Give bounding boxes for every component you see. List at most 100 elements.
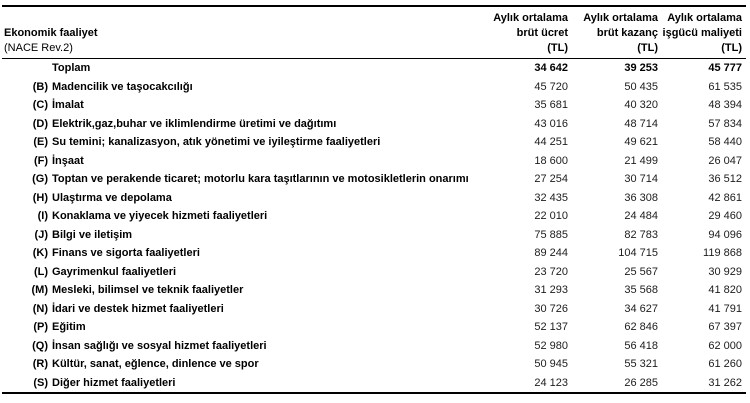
activity-code: (C) bbox=[32, 99, 48, 112]
activity-code: (S) bbox=[33, 376, 48, 389]
value-gross-wage: 45 720 bbox=[534, 80, 568, 93]
value-gross-earnings: 82 783 bbox=[624, 228, 658, 241]
activity-label: Madencilik ve taşocakcılığı bbox=[52, 80, 193, 93]
table-row: (I) Konaklama ve yiyecek hizmeti faaliyet… bbox=[2, 207, 746, 226]
activity-code: (I) bbox=[37, 210, 48, 223]
activity-cell: Toplam bbox=[2, 59, 422, 78]
activity-code: (N) bbox=[32, 302, 48, 315]
activity-cell: (D) Elektrik,gaz,buhar ve iklimlendirme ü… bbox=[2, 115, 422, 134]
activity-label: Bilgi ve iletişim bbox=[52, 228, 133, 241]
activity-code: (F) bbox=[33, 154, 48, 167]
value-labour-cost: 61 260 bbox=[708, 358, 742, 371]
table-row: (L) Gayrimenkul faaliyetleri 23 720 25 56… bbox=[2, 263, 746, 282]
value-gross-earnings: 50 435 bbox=[624, 80, 658, 93]
value-labour-cost: 41 791 bbox=[708, 302, 742, 315]
activity-code: (Q) bbox=[32, 339, 48, 352]
value-gross-wage: 27 254 bbox=[534, 173, 568, 186]
activity-cell: (S) Diğer hizmet faaliyetleri bbox=[2, 374, 422, 394]
activity-cell: (K) Finans ve sigorta faaliyetleri bbox=[2, 244, 422, 263]
value-gross-earnings: 26 285 bbox=[624, 376, 658, 389]
activity-cell: (J) Bilgi ve iletişim bbox=[2, 226, 422, 245]
value-gross-wage: 30 726 bbox=[534, 302, 568, 315]
value-labour-cost: 36 512 bbox=[708, 173, 742, 186]
header-row: Ekonomik faaliyet (NACE Rev.2) Aylık ort… bbox=[2, 6, 746, 59]
value-gross-earnings: 56 418 bbox=[624, 339, 658, 352]
value-labour-cost: 67 397 bbox=[708, 321, 742, 334]
nace-rev2-subtitle: (NACE Rev.2) bbox=[4, 42, 73, 54]
activity-label: Gayrimenkul faaliyetleri bbox=[52, 265, 177, 278]
value-gross-earnings: 48 714 bbox=[624, 117, 658, 130]
activity-code: (P) bbox=[33, 321, 48, 334]
value-gross-wage: 32 435 bbox=[534, 191, 568, 204]
table-row: (B) Madencilik ve taşocakcılığı 45 720 50… bbox=[2, 78, 746, 97]
value-gross-wage: 23 720 bbox=[534, 265, 568, 278]
activity-code: (H) bbox=[32, 191, 48, 204]
value-gross-earnings: 62 846 bbox=[624, 321, 658, 334]
labour-cost-header-line1: Aylık ortalama bbox=[667, 12, 742, 24]
activity-code: (D) bbox=[32, 117, 48, 130]
value-gross-wage: 43 016 bbox=[534, 117, 568, 130]
activity-label: İmalat bbox=[52, 99, 84, 112]
value-labour-cost: 94 096 bbox=[708, 228, 742, 241]
value-labour-cost: 45 777 bbox=[708, 62, 742, 75]
activity-cell: (B) Madencilik ve taşocakcılığı bbox=[2, 78, 422, 97]
table-header: Ekonomik faaliyet (NACE Rev.2) Aylık ort… bbox=[2, 6, 746, 59]
value-labour-cost: 57 834 bbox=[708, 117, 742, 130]
table-row: (E) Su temini; kanalizasyon, atık yönetim… bbox=[2, 133, 746, 152]
value-gross-earnings: 49 621 bbox=[624, 136, 658, 149]
table-row: (N) İdari ve destek hizmet faaliyetleri 3… bbox=[2, 300, 746, 319]
value-gross-wage: 52 137 bbox=[534, 321, 568, 334]
table-row: (P) Eğitim 52 137 62 846 67 397 bbox=[2, 318, 746, 337]
value-gross-wage: 31 293 bbox=[534, 284, 568, 297]
labour-cost-header-line2: işgücü maliyeti bbox=[662, 27, 742, 39]
column-header-economic-activity: Ekonomik faaliyet (NACE Rev.2) bbox=[2, 6, 422, 59]
value-gross-earnings: 21 499 bbox=[624, 154, 658, 167]
gross-earnings-header-line2: brüt kazanç bbox=[596, 27, 658, 39]
activity-cell: (G) Toptan ve perakende ticaret; motorlu … bbox=[2, 170, 469, 189]
gross-wage-header-line2: brüt ücret bbox=[516, 27, 568, 39]
activity-code: (B) bbox=[32, 80, 48, 93]
value-gross-wage: 18 600 bbox=[534, 154, 568, 167]
activity-cell: (I) Konaklama ve yiyecek hizmeti faaliyet… bbox=[2, 207, 422, 226]
column-header-gross-wage: Aylık ortalama brüt ücret (TL) bbox=[422, 6, 568, 59]
gross-earnings-header-line1: Aylık ortalama bbox=[583, 12, 658, 24]
activity-code: (K) bbox=[32, 247, 48, 260]
activity-code: (E) bbox=[33, 136, 48, 149]
table-row: (Q) İnsan sağlığı ve sosyal hizmet faaliy… bbox=[2, 337, 746, 356]
activity-label: Toplam bbox=[52, 62, 91, 75]
value-labour-cost: 41 820 bbox=[708, 284, 742, 297]
value-gross-earnings: 34 627 bbox=[624, 302, 658, 315]
value-gross-earnings: 55 321 bbox=[624, 358, 658, 371]
value-gross-earnings: 25 567 bbox=[624, 265, 658, 278]
activity-cell: (H) Ulaştırma ve depolama bbox=[2, 189, 422, 208]
value-gross-wage: 44 251 bbox=[534, 136, 568, 149]
table-row: (K) Finans ve sigorta faaliyetleri 89 244… bbox=[2, 244, 746, 263]
table-row: (R) Kültür, sanat, eğlence, dinlence ve s… bbox=[2, 355, 746, 374]
economic-activity-title: Ekonomik faaliyet bbox=[4, 27, 98, 39]
activity-label: Toptan ve perakende ticaret; motorlu kar… bbox=[52, 173, 469, 186]
activity-code: (J) bbox=[34, 228, 48, 241]
value-labour-cost: 62 000 bbox=[708, 339, 742, 352]
value-gross-earnings: 36 308 bbox=[624, 191, 658, 204]
activity-cell: (E) Su temini; kanalizasyon, atık yönetim… bbox=[2, 133, 422, 152]
table-row: (S) Diğer hizmet faaliyetleri 24 123 26 2… bbox=[2, 374, 746, 394]
table-row: (M) Mesleki, bilimsel ve teknik faaliyetl… bbox=[2, 281, 746, 300]
value-gross-wage: 35 681 bbox=[534, 99, 568, 112]
value-gross-wage: 22 010 bbox=[534, 210, 568, 223]
activity-code: (L) bbox=[33, 265, 48, 278]
value-gross-earnings: 30 714 bbox=[624, 173, 658, 186]
value-gross-earnings: 40 320 bbox=[624, 99, 658, 112]
value-labour-cost: 48 394 bbox=[708, 99, 742, 112]
value-labour-cost: 61 535 bbox=[708, 80, 742, 93]
value-gross-wage: 34 642 bbox=[534, 62, 568, 75]
value-gross-wage: 50 945 bbox=[534, 358, 568, 371]
activity-code: (R) bbox=[32, 358, 48, 371]
gross-wage-header-line1: Aylık ortalama bbox=[493, 12, 568, 24]
value-labour-cost: 26 047 bbox=[708, 154, 742, 167]
gross-earnings-header-unit: (TL) bbox=[637, 42, 658, 54]
column-header-labour-cost: Aylık ortalama işgücü maliyeti (TL) bbox=[658, 6, 746, 59]
value-gross-wage: 75 885 bbox=[534, 228, 568, 241]
table-row: (G) Toptan ve perakende ticaret; motorlu … bbox=[2, 170, 746, 189]
activity-label: Kültür, sanat, eğlence, dinlence ve spor bbox=[52, 358, 259, 371]
